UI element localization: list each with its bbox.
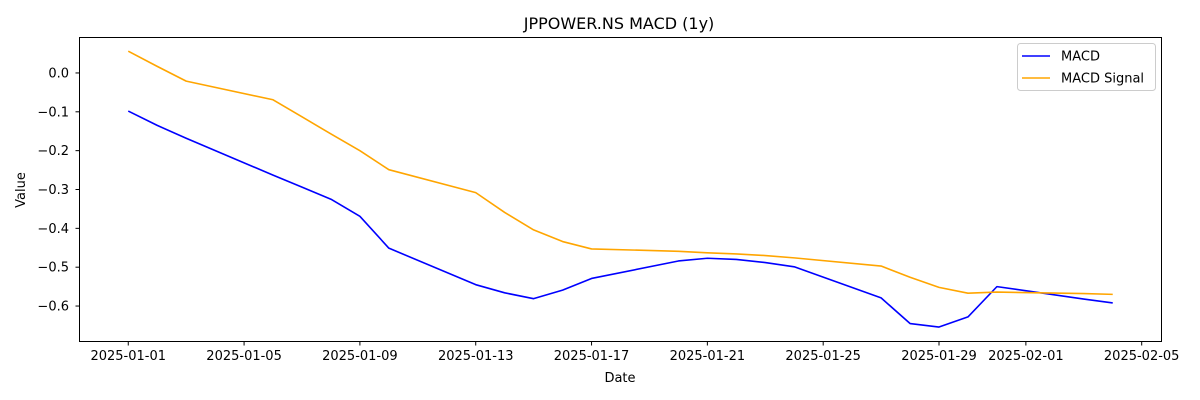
x-tick-label: 2025-01-05: [206, 349, 282, 364]
x-tick-label: 2025-01-21: [670, 349, 746, 364]
y-tick-label: −0.6: [37, 300, 69, 315]
x-tick-label: 2025-01-25: [785, 349, 861, 364]
x-tick-label: 2025-02-05: [1104, 349, 1180, 364]
legend-label: MACD Signal: [1061, 72, 1144, 87]
x-tick-label: 2025-01-17: [554, 349, 630, 364]
y-axis: 0.0 −0.1 −0.2 −0.3 −0.4 −0.5 −0.6: [37, 66, 80, 315]
legend-label: MACD: [1061, 50, 1100, 65]
x-tick-label: 2025-02-01: [988, 349, 1064, 364]
x-tick-label: 2025-01-01: [90, 349, 166, 364]
y-axis-label: Value: [14, 172, 29, 208]
legend: MACD MACD Signal: [1017, 43, 1156, 91]
series-line-macd: [127, 110, 1113, 328]
y-tick-label: −0.3: [37, 183, 69, 198]
y-tick-label: −0.1: [37, 105, 69, 120]
x-axis: 2025-01-01 2025-01-05 2025-01-09 2025-01-13…: [90, 341, 1180, 364]
series-line-macd-signal: [127, 50, 1113, 296]
x-tick-label: 2025-01-29: [901, 349, 977, 364]
y-tick-label: −0.5: [37, 261, 69, 276]
y-tick-label: −0.2: [37, 144, 69, 159]
series-layer: [127, 50, 1113, 328]
x-tick-label: 2025-01-09: [322, 349, 398, 364]
legend-box: [1017, 43, 1156, 91]
x-axis-label: Date: [604, 371, 635, 386]
chart-title: JPPOWER.NS MACD (1y): [523, 14, 715, 33]
y-tick-label: 0.0: [48, 66, 69, 81]
x-tick-label: 2025-01-13: [438, 349, 514, 364]
y-tick-label: −0.4: [37, 222, 69, 237]
